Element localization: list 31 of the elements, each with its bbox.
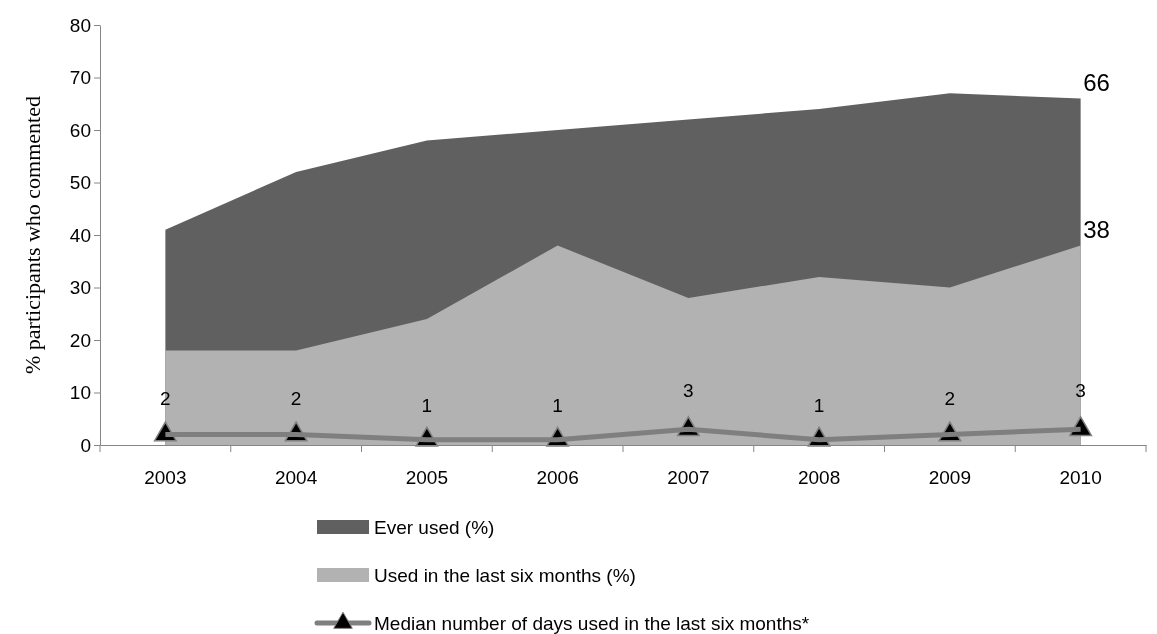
x-tick-label: 2005 xyxy=(405,467,449,489)
x-tick-label: 2008 xyxy=(797,467,841,489)
data-label: 38 xyxy=(1083,215,1110,243)
x-tick-label: 2009 xyxy=(928,467,972,489)
data-label: 1 xyxy=(421,394,433,416)
y-tick-label: 0 xyxy=(80,434,91,456)
y-tick-label: 70 xyxy=(69,67,91,89)
legend-label: Used in the last six months (%) xyxy=(374,564,636,586)
y-tick-label: 40 xyxy=(69,224,91,246)
y-tick-label: 50 xyxy=(69,172,91,194)
data-label: 2 xyxy=(290,387,302,409)
y-tick-label: 60 xyxy=(69,119,91,141)
data-label: 2 xyxy=(160,387,171,409)
y-tick-label: 10 xyxy=(69,382,91,404)
x-tick-label: 2010 xyxy=(1059,467,1102,489)
y-tick-label: 30 xyxy=(69,277,91,299)
y-tick-label: 20 xyxy=(69,329,91,351)
data-label: 1 xyxy=(552,394,563,416)
x-tick-label: 2003 xyxy=(144,467,187,489)
x-tick-label: 2004 xyxy=(274,467,318,489)
data-label: 3 xyxy=(1075,380,1086,402)
legend-label: Ever used (%) xyxy=(374,516,495,538)
legend-label: Median number of days used in the last six months* xyxy=(374,612,810,634)
data-label: 3 xyxy=(683,380,694,402)
y-tick-label: 80 xyxy=(69,14,91,36)
data-label: 1 xyxy=(813,394,825,416)
x-tick-label: 2007 xyxy=(667,467,710,489)
y-axis-title: % participants who commented xyxy=(20,96,45,374)
data-label: 2 xyxy=(944,387,956,409)
x-tick-label: 2006 xyxy=(536,467,579,489)
data-label: 66 xyxy=(1083,68,1110,96)
